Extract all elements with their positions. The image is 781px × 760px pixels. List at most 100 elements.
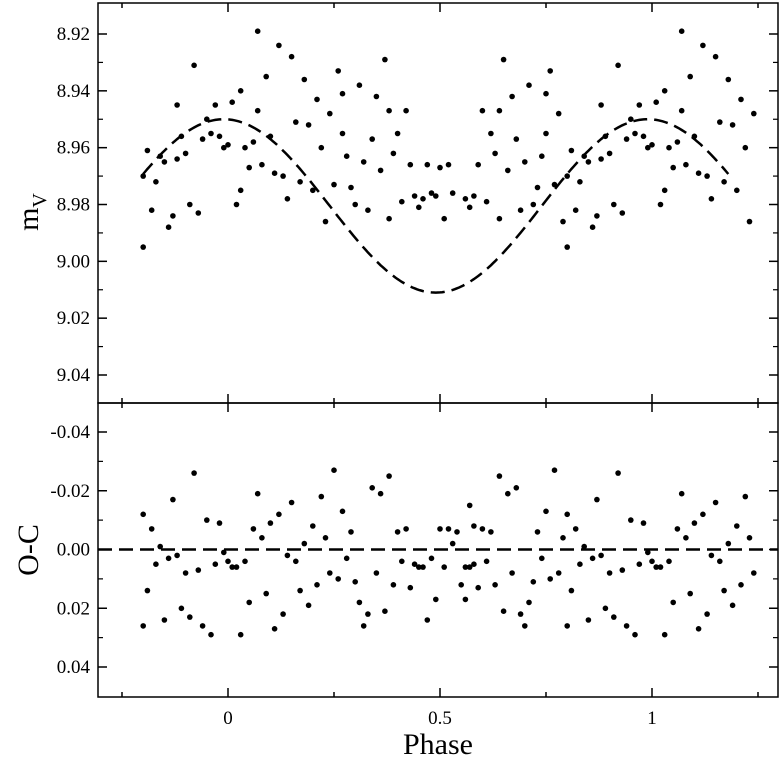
data-point (602, 605, 609, 612)
data-point (360, 623, 367, 629)
data-point (424, 617, 431, 623)
data-point (661, 88, 668, 94)
data-point (208, 130, 214, 137)
data-point (661, 187, 668, 194)
data-point (170, 496, 176, 503)
data-point (691, 133, 698, 140)
data-point (225, 558, 231, 565)
data-point (539, 153, 545, 159)
data-point (683, 535, 689, 541)
data-point (594, 496, 600, 503)
data-point (742, 144, 749, 151)
data-point (284, 196, 291, 202)
y-tick-label: 9.04 (57, 365, 91, 386)
data-point (416, 564, 422, 570)
data-point (543, 90, 549, 97)
data-point (687, 73, 693, 80)
data-point (462, 564, 469, 570)
data-point (343, 555, 350, 562)
data-point (318, 144, 325, 151)
data-point (751, 110, 757, 117)
data-point (216, 133, 223, 140)
data-point (687, 590, 693, 597)
data-point (195, 567, 202, 573)
data-point (712, 499, 719, 506)
y-tick-label: 0.02 (57, 598, 90, 619)
data-point (746, 535, 753, 541)
data-point (233, 201, 240, 208)
data-point (394, 529, 401, 535)
data-point (488, 130, 494, 137)
data-point (526, 82, 532, 88)
data-point (564, 511, 570, 518)
y-tick-label: 8.92 (57, 24, 90, 45)
data-point (449, 190, 456, 196)
data-point (509, 93, 515, 100)
data-point (348, 184, 354, 191)
data-point (589, 555, 596, 562)
light-curve-y-ticks: 8.92 8.94 8.96 8.98 9.00 9.02 9.04 (57, 24, 778, 386)
data-point (271, 626, 278, 632)
data-point (165, 555, 172, 562)
data-point (555, 110, 562, 117)
data-point (568, 587, 575, 594)
data-point (492, 150, 498, 157)
data-point (700, 511, 706, 518)
data-point (407, 161, 414, 168)
data-point (678, 107, 685, 114)
data-point (225, 142, 231, 148)
data-point (254, 28, 261, 34)
data-point (377, 167, 384, 174)
data-point (339, 130, 346, 137)
data-point (611, 614, 617, 620)
data-point (734, 523, 740, 529)
data-point (657, 564, 664, 570)
data-point (678, 28, 685, 34)
data-point (407, 584, 414, 591)
data-point (742, 493, 749, 500)
data-point (500, 56, 507, 63)
x-tick-label: 0 (223, 708, 233, 729)
data-point (751, 570, 757, 576)
data-point (547, 68, 553, 74)
data-point (382, 56, 388, 63)
data-point (475, 584, 482, 591)
data-point (522, 159, 528, 165)
residuals-y-axis-label: O-C (12, 524, 45, 576)
data-point (259, 161, 265, 168)
data-point (377, 490, 384, 497)
x-axis-label: Phase (403, 728, 473, 760)
data-point (314, 96, 320, 103)
data-point (157, 543, 163, 550)
data-point (301, 540, 308, 547)
data-point (365, 611, 371, 617)
data-point (475, 161, 482, 168)
data-point (204, 517, 210, 523)
data-point (729, 122, 736, 128)
data-point (449, 540, 456, 547)
data-point (293, 119, 299, 125)
data-point (564, 173, 570, 179)
data-point (199, 136, 206, 142)
data-point (310, 523, 316, 529)
data-point (729, 602, 736, 609)
data-point (623, 623, 630, 629)
data-point (280, 173, 286, 179)
data-point (734, 187, 740, 194)
data-point (721, 179, 727, 185)
data-point (517, 611, 524, 617)
data-point (208, 631, 214, 638)
y-tick-label: 8.96 (57, 138, 90, 159)
data-point (666, 144, 672, 151)
data-point (577, 179, 583, 185)
data-point (717, 119, 723, 125)
data-point (505, 167, 511, 174)
data-point (560, 218, 566, 225)
data-point (310, 187, 316, 194)
data-point (199, 623, 206, 629)
data-point (471, 561, 477, 567)
data-point (212, 102, 219, 108)
data-point (365, 207, 371, 213)
data-point (288, 53, 295, 60)
